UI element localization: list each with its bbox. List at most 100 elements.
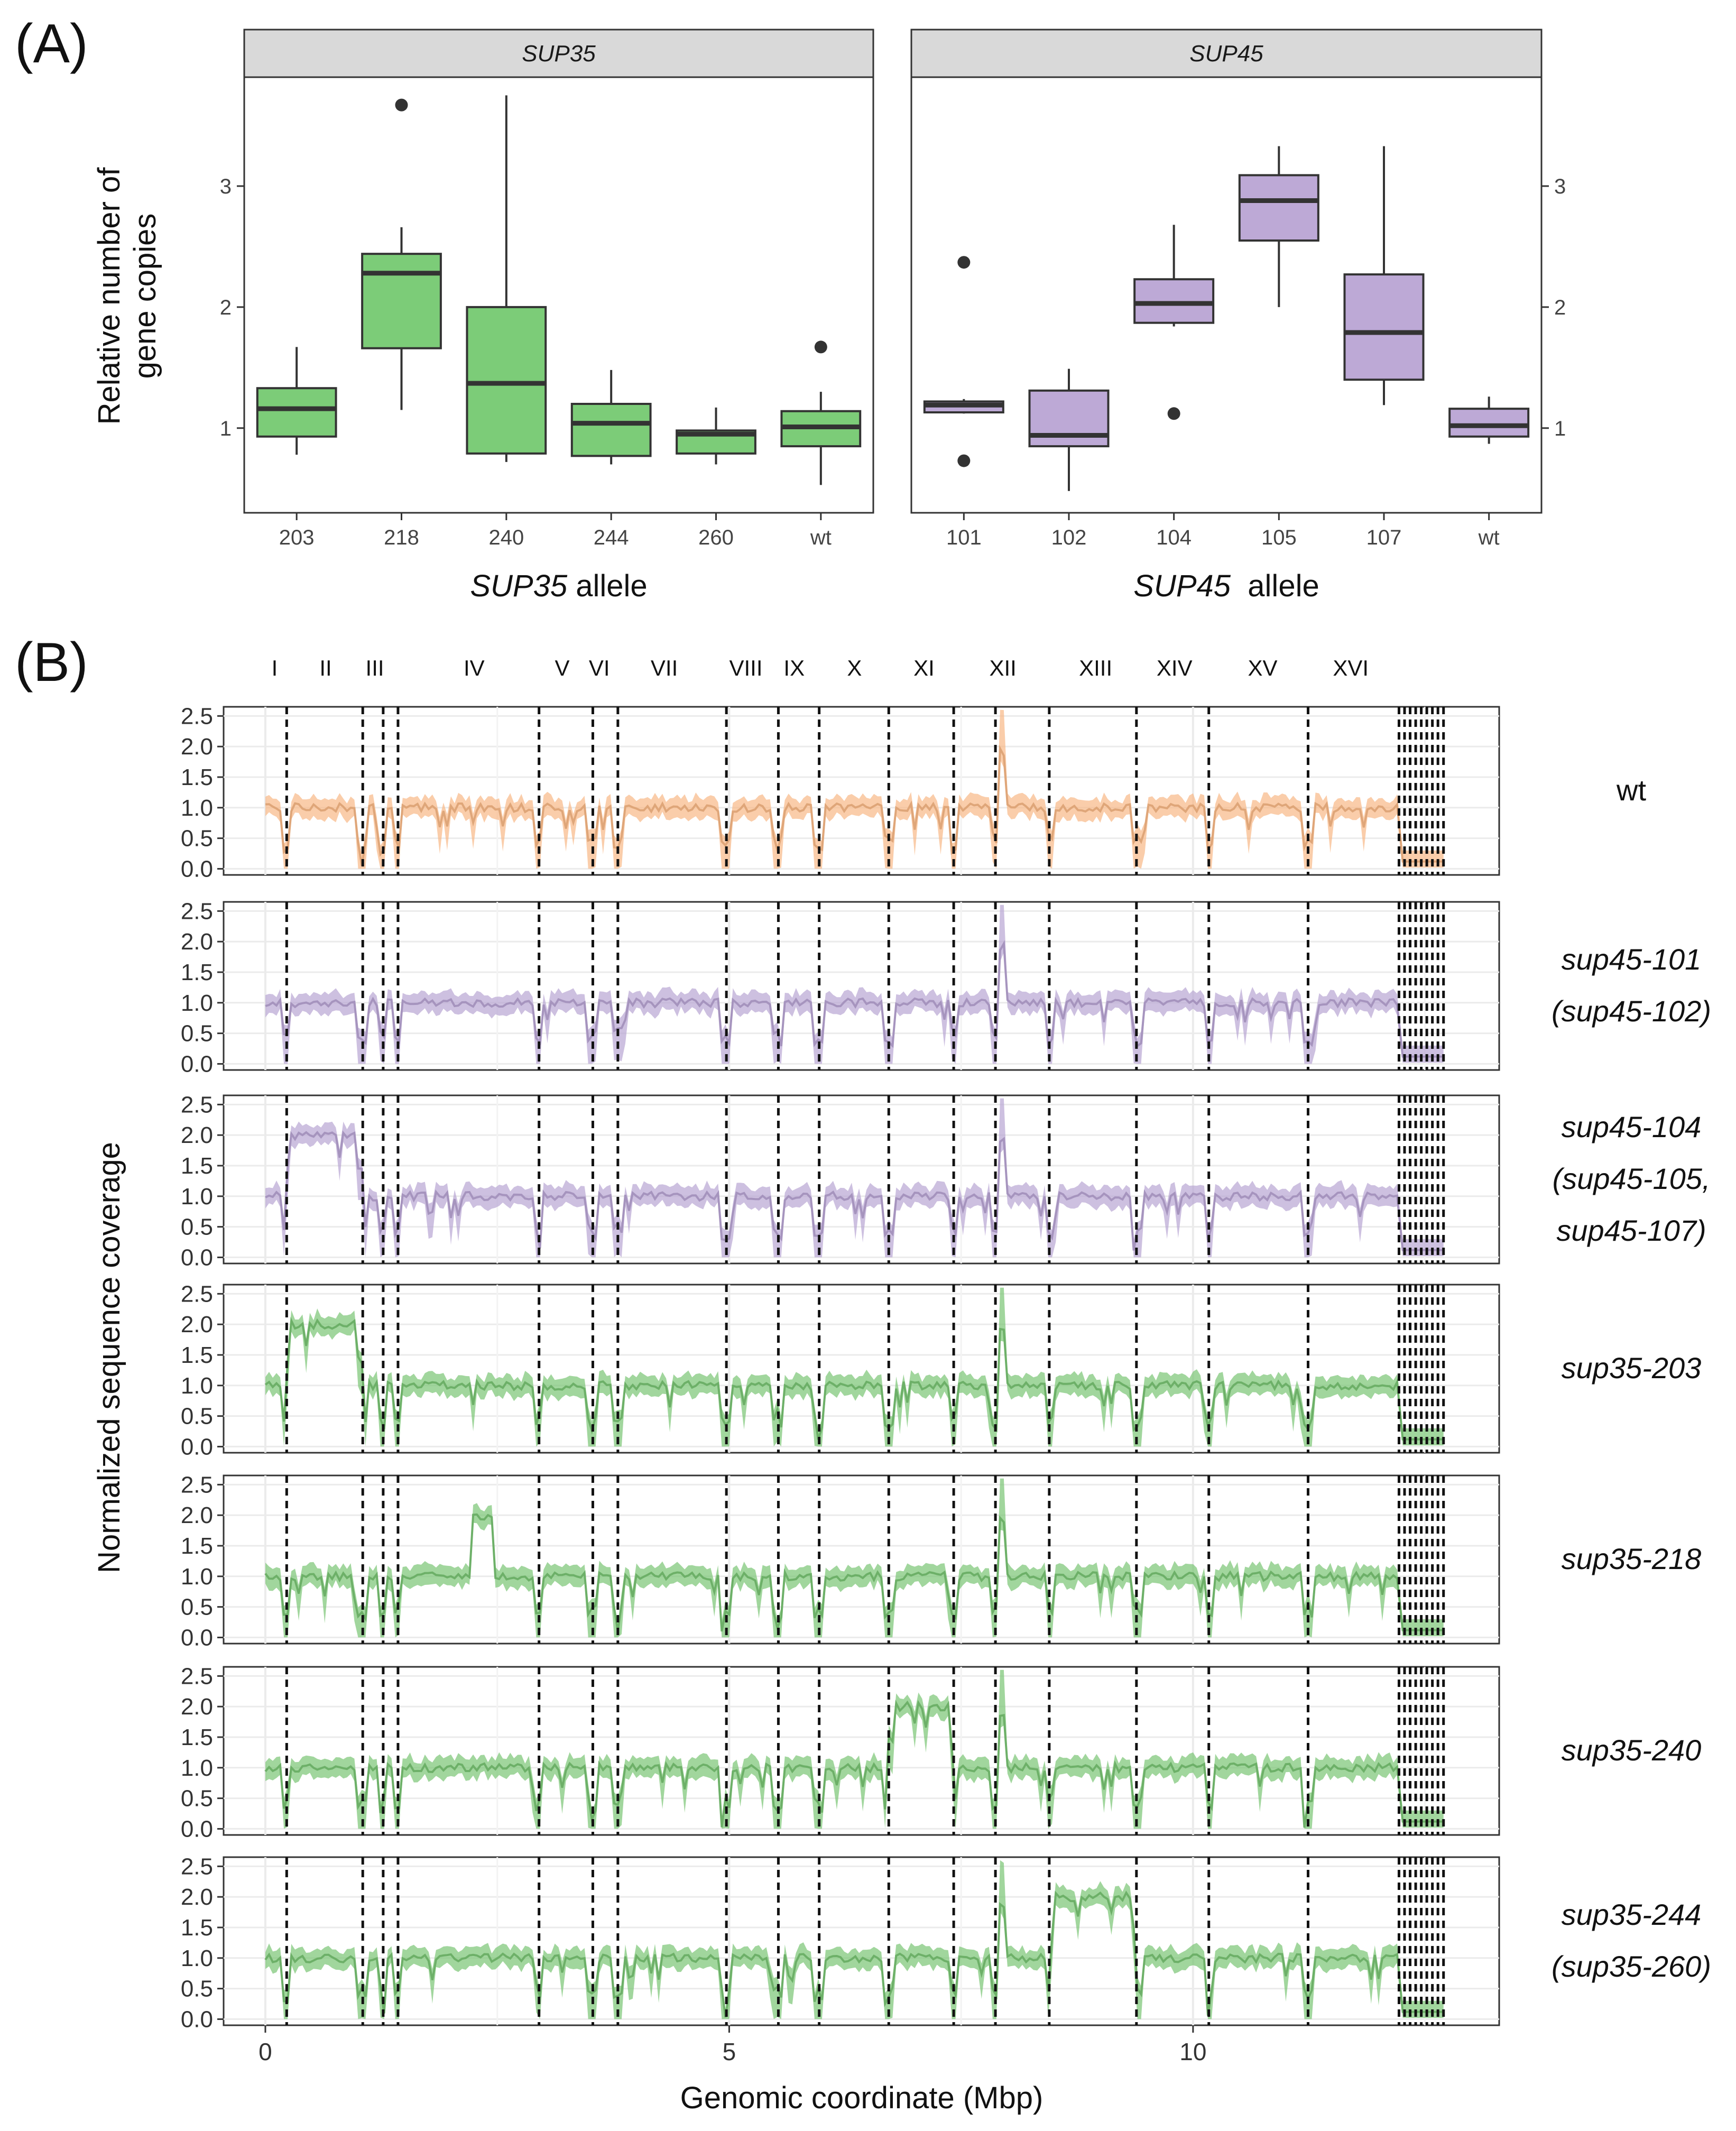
track-label: sup45-107) (1556, 1214, 1706, 1247)
y-tick-label: 0.0 (181, 1816, 213, 1842)
y-tick-label: 2.0 (181, 1694, 213, 1720)
x-tick-label: 105 (1261, 526, 1297, 549)
x-tick-label: 203 (279, 526, 315, 549)
y-tick-label: 0.0 (181, 1434, 213, 1460)
y-tick-label: 1.5 (181, 1724, 213, 1750)
x-tick-label: 244 (594, 526, 629, 549)
y-tick-label: 2.0 (181, 1122, 213, 1148)
coverage-line (264, 1513, 1444, 1632)
y-tick-label: 2.5 (181, 1281, 213, 1307)
facet-sup35-xlabel-gene: SUP35 (470, 569, 568, 603)
y-tick-label: 3 (220, 175, 232, 198)
y-tick-label: 0.0 (181, 1244, 213, 1270)
x-tick-label: 240 (488, 526, 524, 549)
box-body (1343, 273, 1425, 381)
track-label: sup45-101 (1562, 943, 1702, 976)
y-tick-label: 1 (1554, 417, 1566, 440)
y-tick-label: 2.0 (181, 734, 213, 760)
x-tick-label: 101 (946, 526, 982, 549)
y-tick-label: 1.0 (181, 795, 213, 821)
chromosome-label: X (847, 656, 862, 680)
y-tick-label: 3 (1554, 175, 1566, 198)
y-tick-label: 0.5 (181, 1786, 213, 1812)
track-label: (sup45-105, (1553, 1162, 1711, 1195)
panel-b-xlabel: Genomic coordinate (Mbp) (680, 2081, 1044, 2115)
box-outlier-point (957, 454, 971, 467)
chromosome-label: V (555, 656, 570, 680)
coverage-track-sup45-101: 0.0 0.5 1.0 1.5 2.0 2.5 sup45-101 (sup45-102) (181, 898, 1711, 1077)
box-outlier-point (395, 98, 408, 112)
track-label: sup35-240 (1562, 1733, 1702, 1767)
chromosome-label: VII (651, 656, 678, 680)
track-label: wt (1616, 773, 1646, 807)
facet-sup45-strip-label: SUP45 (1189, 41, 1263, 67)
coverage-track-sup35-218: 0.0 0.5 1.0 1.5 2.0 2.5 sup35-218 (181, 1472, 1702, 1650)
chromosome-label: I (272, 656, 278, 680)
panel-b-x-axis: 0 5 10 (258, 2025, 1206, 2065)
facet-sup35-strip (243, 29, 874, 78)
chromosome-label: XIII (1079, 656, 1112, 680)
facet-sup45-x-axis: 101 102 104 105 107 wt (946, 513, 1500, 549)
box-body (256, 387, 337, 438)
y-tick-label: 0.0 (181, 2006, 213, 2032)
coverage-track-sup45-104: 0.0 0.5 1.0 1.5 2.0 2.5 sup45-104 (sup45-105, su… (181, 1092, 1711, 1270)
x-tick-label: wt (810, 526, 832, 549)
y-tick-label: 1.5 (181, 960, 213, 985)
track-label: (sup45-102) (1552, 994, 1711, 1028)
chromosome-label: XV (1248, 656, 1277, 680)
y-tick-label: 2.0 (181, 1884, 213, 1910)
track-label: sup45-104 (1562, 1110, 1702, 1143)
panel-b-label: (B) (15, 632, 88, 693)
y-tick-label: 2 (220, 296, 232, 319)
track-frame (223, 901, 1500, 1071)
y-tick-label: 2.0 (181, 929, 213, 955)
box-body (1028, 389, 1110, 448)
box-outlier-point (957, 256, 971, 269)
chromosome-label: IX (783, 656, 805, 680)
y-tick-label: 0.0 (181, 1625, 213, 1650)
track-label: sup35-203 (1562, 1351, 1702, 1385)
panel-a-ylabel-line1: Relative number of (92, 167, 126, 425)
box-outlier-point (814, 340, 827, 354)
box-outlier-point (1167, 407, 1180, 420)
track-frame (223, 1856, 1500, 2026)
coverage-line (265, 1130, 1444, 1251)
y-tick-label: 1.5 (181, 1533, 213, 1559)
y-tick-label: 1 (220, 417, 232, 440)
track-frame (223, 1284, 1500, 1454)
facet-sup45-xlabel-gene: SUP45 (1133, 569, 1231, 603)
coverage-track-wt: 0.0 0.5 1.0 1.5 2.0 2.5 wt (181, 703, 1647, 882)
y-tick-label: 0.0 (181, 856, 213, 882)
y-tick-label: 1.0 (181, 1373, 213, 1399)
y-tick-label: 1.0 (181, 1564, 213, 1590)
facet-sup35-boxes (256, 95, 862, 485)
chromosome-label: XIV (1157, 656, 1193, 680)
coverage-track-sup35-244: 0.0 0.5 1.0 1.5 2.0 2.5 sup35-244 (sup35-260) (181, 1853, 1711, 2032)
panel-b-ylabel: Normalized sequence coverage (92, 1142, 126, 1573)
chromosome-label: VIII (729, 656, 762, 680)
coverage-tracks: 0.0 0.5 1.0 1.5 2.0 2.5 wt 0.0 0.5 1.0 1.5 2.0 2.5 su… (181, 703, 1711, 2032)
track-frame (223, 1474, 1500, 1645)
y-tick-label: 1.5 (181, 1915, 213, 1941)
chromosome-labels: I II III IV V VI VII VIII IX X XI XII XIII XIV XV XVI (272, 656, 1369, 680)
track-label: (sup35-260) (1552, 1950, 1711, 1983)
box-body (361, 253, 442, 349)
coverage-track-sup35-203: 0.0 0.5 1.0 1.5 2.0 2.5 sup35-203 (181, 1281, 1702, 1460)
y-tick-label: 2 (1554, 296, 1566, 319)
facet-sup45-xlabel-rest: allele (1231, 569, 1319, 603)
chromosome-label: II (319, 656, 331, 680)
x-tick-label: wt (1478, 526, 1500, 549)
facet-sup35-frame (243, 76, 874, 514)
y-tick-label: 1.5 (181, 764, 213, 790)
y-tick-label: 2.5 (181, 1853, 213, 1879)
coverage-line (264, 1699, 1444, 1828)
panel-a-ylabel-line2: gene copies (128, 214, 162, 379)
x-tick-label: 10 (1179, 2038, 1206, 2065)
facet-sup35: SUP35 1 2 3 203 218 240 244 260 wt SUP35 allele (220, 29, 874, 603)
x-tick-label: 5 (723, 2038, 736, 2065)
coverage-line (264, 1890, 1444, 2018)
y-tick-label: 0.5 (181, 826, 213, 852)
y-tick-label: 2.5 (181, 898, 213, 924)
y-tick-label: 2.5 (181, 1092, 213, 1118)
